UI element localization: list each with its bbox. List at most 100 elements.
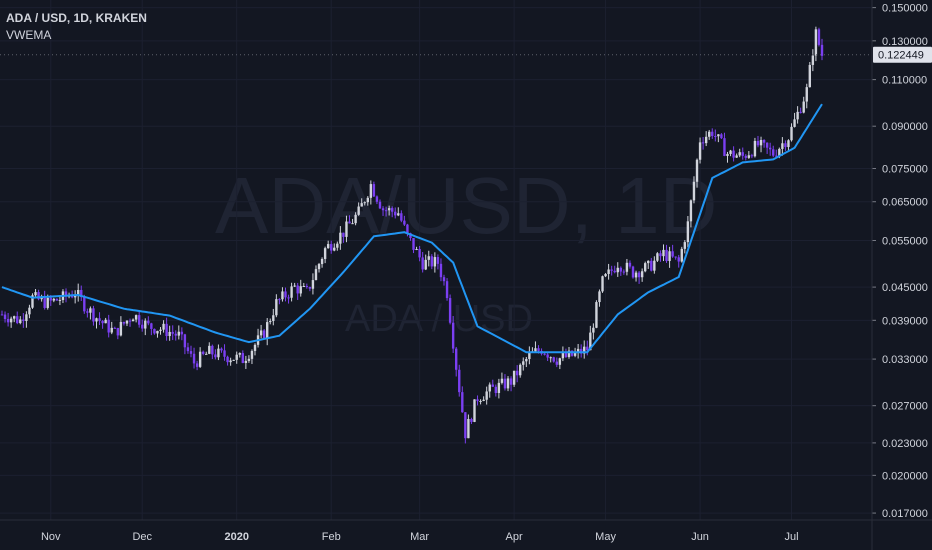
candle-body [793, 119, 796, 127]
candle-body [537, 348, 540, 351]
candle-body [494, 386, 498, 393]
candle-body [25, 314, 28, 322]
candle-body [558, 358, 562, 365]
candle-body [622, 271, 626, 273]
candle-body [820, 44, 824, 56]
candle-body [555, 361, 558, 365]
time-axis-label: Apr [506, 531, 523, 543]
candle-body [744, 155, 747, 158]
indicator-label-vwema[interactable]: VWEMA [6, 28, 52, 42]
candle-body [470, 418, 473, 422]
candle-body [799, 111, 802, 113]
candle-body [37, 292, 40, 300]
candle-body [772, 149, 775, 156]
candle-body [287, 297, 290, 299]
candle-body [680, 248, 683, 262]
candle-body [717, 134, 720, 137]
candle-body [272, 315, 275, 321]
candle-body [787, 140, 790, 148]
candle-body [351, 223, 354, 225]
candle-body [40, 297, 43, 300]
candle-body [592, 327, 595, 333]
price-axis-label: 0.045000 [882, 282, 928, 294]
candle-body [244, 360, 248, 363]
candle-body [503, 378, 507, 389]
candle-body [427, 256, 430, 260]
candle-body [790, 126, 793, 141]
candle-body [147, 320, 150, 324]
candle-body [640, 271, 644, 278]
candle-body [247, 358, 251, 361]
candle-body [686, 221, 690, 243]
candle-body [415, 249, 418, 251]
candle-body [107, 319, 110, 333]
candle-body [525, 359, 528, 362]
candle-body [497, 382, 501, 393]
candle-body [753, 140, 757, 157]
candle-body [467, 418, 470, 439]
candle-body [70, 295, 74, 298]
price-axis-label: 0.075000 [882, 164, 928, 176]
candle-body [430, 256, 434, 267]
candle-body [534, 348, 537, 352]
candle-body [708, 131, 711, 137]
candle-body [290, 286, 293, 298]
candle-body [390, 208, 394, 212]
candle-body [598, 291, 601, 303]
candle-body [22, 319, 25, 322]
candle-body [698, 142, 702, 160]
candle-body [77, 289, 80, 296]
candle-body [814, 29, 818, 56]
candle-body [299, 286, 302, 294]
candle-body [128, 320, 132, 322]
candle-body [549, 357, 552, 359]
candle-body [451, 322, 455, 349]
time-axis-label: 2020 [224, 531, 248, 543]
candle-body [714, 136, 717, 138]
symbol-title[interactable]: ADA / USD, 1D, KRAKEN [6, 11, 147, 25]
time-axis-label: Jul [784, 531, 798, 543]
candle-body [134, 315, 138, 320]
price-axis-label: 0.027000 [882, 401, 928, 413]
candle-body [302, 285, 305, 287]
candle-body [604, 273, 607, 277]
candle-body [226, 356, 229, 363]
candle-body [409, 233, 412, 239]
candle-body [619, 267, 623, 272]
candle-body [58, 299, 62, 301]
candle-body [589, 332, 592, 351]
price-axis-label: 0.090000 [882, 121, 928, 133]
candle-body [570, 350, 574, 356]
candle-body [73, 295, 77, 298]
candle-body [689, 200, 693, 222]
candle-body [586, 346, 589, 351]
candle-body [360, 203, 363, 207]
candle-body [250, 350, 254, 359]
candle-body [613, 270, 616, 273]
candle-body [220, 348, 223, 351]
candle-body [412, 238, 415, 250]
candle-body [223, 350, 226, 357]
candle-body [750, 155, 754, 157]
candle-body [439, 263, 443, 278]
candle-body [144, 320, 147, 329]
candle-body [479, 400, 482, 402]
candle-body [650, 260, 653, 271]
candle-body [762, 139, 766, 143]
candle-body [168, 331, 171, 337]
vwema-line[interactable] [1, 103, 823, 354]
candle-body [284, 291, 287, 298]
candle-body [159, 329, 162, 331]
candle-body [253, 344, 257, 351]
candle-body [201, 351, 205, 354]
candle-body [165, 323, 168, 337]
candle-body [192, 353, 196, 364]
candle-body [723, 138, 726, 156]
candle-body [269, 320, 272, 323]
candle-body [381, 208, 385, 211]
price-axis-label: 0.039000 [882, 315, 928, 327]
candle-body [354, 214, 357, 224]
candle-body [403, 220, 406, 225]
candle-body [445, 281, 449, 299]
